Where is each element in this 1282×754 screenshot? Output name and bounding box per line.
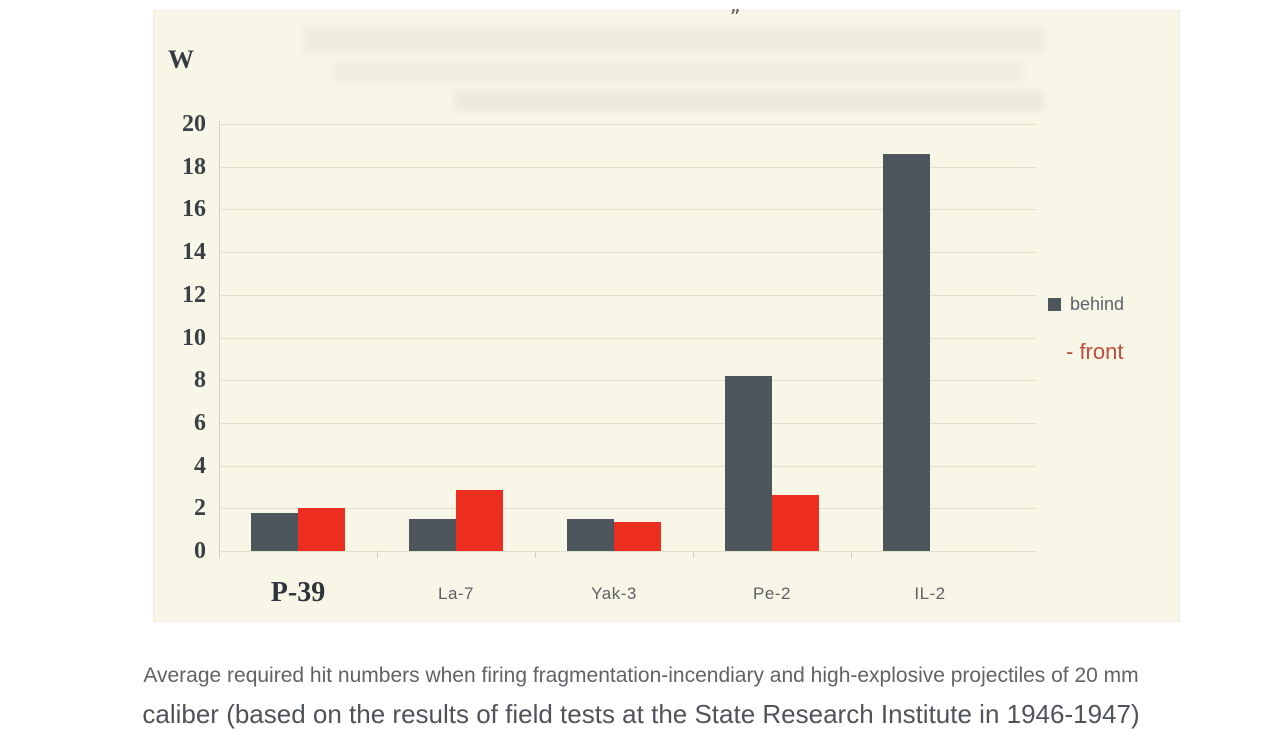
legend-item-front: - front xyxy=(1048,339,1178,365)
y-tick-label-18: 18 xyxy=(182,153,206,180)
y-tick-label-20: 20 xyxy=(182,111,206,137)
y-axis-title: W xyxy=(168,45,194,74)
bar-behind-IL-2 xyxy=(883,153,930,551)
y-tick-label-12: 12 xyxy=(182,281,206,308)
bar-behind-Yak-3 xyxy=(567,518,614,551)
x-axis-tick xyxy=(535,551,536,558)
bar-chart: ” W 0 2 4 6 8 10 12 14 16 18 20 P-39 La-7 Yak-3 Pe-2 I… xyxy=(153,5,1180,622)
ghost-text-row xyxy=(334,61,1024,83)
category-label-Pe-2: Pe-2 xyxy=(753,584,791,603)
y-tick-label-14: 14 xyxy=(182,239,206,266)
gridline-16 xyxy=(219,209,1036,211)
bar-front-P-39 xyxy=(298,508,345,551)
gridline-6 xyxy=(219,422,1036,424)
caption-line-2: caliber (based on the results of field t… xyxy=(142,699,1140,729)
figure-caption: Average required hit numbers when firing… xyxy=(0,662,1282,731)
legend-label-behind: behind xyxy=(1070,294,1125,314)
bar-front-La-7 xyxy=(456,490,503,551)
gridline-20 xyxy=(219,124,1036,125)
y-axis-line xyxy=(219,121,220,558)
category-label-La-7: La-7 xyxy=(437,584,475,603)
legend-swatch-behind xyxy=(1048,298,1061,311)
category-label-Yak-3: Yak-3 xyxy=(591,584,637,603)
gridline-18 xyxy=(219,166,1036,168)
bar-front-Yak-3 xyxy=(614,522,661,551)
bar-behind-Pe-2 xyxy=(725,375,772,551)
y-tick-label-8: 8 xyxy=(194,367,206,394)
gridline-4 xyxy=(219,465,1036,467)
legend-item-behind: behind xyxy=(1048,294,1178,315)
gridline-0 xyxy=(219,551,1036,552)
y-tick-label-2: 2 xyxy=(194,495,206,522)
caption-line-1: Average required hit numbers when firing… xyxy=(143,664,1139,687)
y-tick-label-6: 6 xyxy=(194,409,206,436)
bar-front-Pe-2 xyxy=(772,495,819,551)
y-tick-label-0: 0 xyxy=(194,538,206,564)
gridline-12 xyxy=(219,294,1036,296)
x-axis-tick xyxy=(693,551,694,558)
gridline-2 xyxy=(219,508,1036,510)
y-tick-label-4: 4 xyxy=(194,452,206,479)
legend: behind - front xyxy=(1048,294,1178,365)
bar-behind-La-7 xyxy=(409,518,456,551)
x-axis-tick xyxy=(377,551,378,558)
bar-behind-P-39 xyxy=(251,512,298,551)
y-tick-label-10: 10 xyxy=(182,324,206,351)
ghost-text-row xyxy=(304,27,1044,53)
gridline-8 xyxy=(219,380,1036,382)
legend-label-front: - front xyxy=(1066,339,1124,364)
y-tick-label-16: 16 xyxy=(182,196,206,223)
category-label-P-39: P-39 xyxy=(270,577,326,608)
gridline-14 xyxy=(219,252,1036,254)
ghost-text-row xyxy=(454,91,1044,111)
gridline-10 xyxy=(219,337,1036,339)
x-axis-tick xyxy=(851,551,852,558)
category-label-IL-2: IL-2 xyxy=(914,584,946,603)
scan-artifact-mark: ” xyxy=(730,5,741,29)
